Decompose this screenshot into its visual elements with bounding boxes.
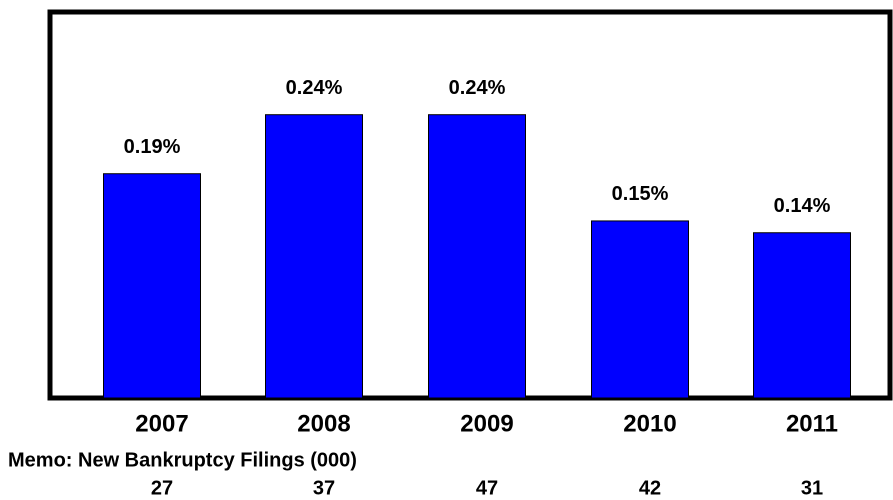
x-tick-label: 2008 bbox=[297, 410, 350, 437]
bar bbox=[591, 220, 689, 399]
bar bbox=[103, 173, 201, 399]
memo-value: 37 bbox=[313, 477, 335, 499]
x-tick-label: 2011 bbox=[786, 410, 838, 437]
memo-label: Memo: New Bankruptcy Filings (000) bbox=[8, 449, 357, 471]
memo-value: 42 bbox=[639, 477, 661, 499]
bar bbox=[428, 114, 526, 399]
memo-value: 31 bbox=[801, 477, 823, 499]
x-tick-label: 2007 bbox=[135, 410, 188, 437]
memo-value: 27 bbox=[151, 477, 173, 499]
bar bbox=[265, 114, 363, 399]
value-label: 0.14% bbox=[774, 195, 831, 217]
bar bbox=[753, 232, 851, 399]
value-label: 0.24% bbox=[286, 77, 343, 99]
value-label: 0.15% bbox=[612, 183, 669, 205]
memo-value: 47 bbox=[476, 477, 498, 499]
value-label: 0.19% bbox=[124, 136, 181, 158]
x-tick-label: 2010 bbox=[623, 410, 676, 437]
x-tick-label: 2009 bbox=[460, 410, 513, 437]
value-label: 0.24% bbox=[449, 77, 506, 99]
